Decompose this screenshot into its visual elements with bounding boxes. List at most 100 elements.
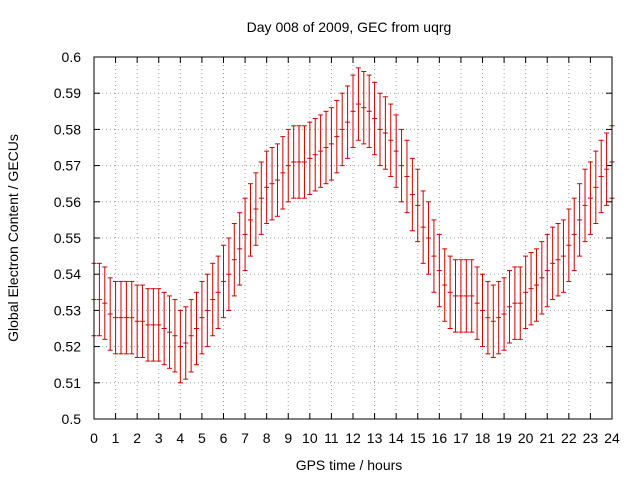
x-tick-labels: 0 1 2 3 4 5 6 7 8 9 10 11 12 13 14 15 16 17 18 19 20 21 22 23 24 — [90, 430, 620, 446]
error-bar-point — [269, 147, 275, 221]
error-bar-point — [188, 299, 194, 373]
error-bar-point — [533, 248, 539, 322]
y-tick-label: 0.58 — [54, 121, 81, 137]
error-bar-point — [512, 266, 518, 340]
error-bar-point — [285, 128, 291, 203]
x-tick-label: 24 — [604, 430, 620, 446]
x-tick-label: 15 — [410, 430, 426, 446]
error-bar-point — [280, 136, 286, 210]
x-tick-label: 14 — [388, 430, 404, 446]
error-bar-point — [113, 280, 119, 355]
x-tick-label: 21 — [539, 430, 555, 446]
error-bar-point — [544, 233, 550, 308]
error-bar-point — [587, 161, 593, 235]
error-bar-point — [399, 128, 405, 203]
y-tick-label: 0.54 — [54, 266, 81, 282]
y-tick-label: 0.55 — [54, 230, 81, 246]
error-bar-point — [334, 99, 340, 174]
error-bar-point — [550, 226, 556, 301]
error-bar-point — [339, 92, 345, 167]
error-bar-point — [393, 114, 399, 188]
error-bar-point — [404, 139, 410, 214]
error-bar-point — [415, 168, 421, 243]
y-tick-label: 0.52 — [54, 339, 81, 355]
error-bar-point — [382, 96, 388, 170]
data-series — [91, 67, 615, 384]
error-bar-point — [226, 237, 232, 311]
error-bar-point — [264, 150, 270, 225]
error-bar-point — [426, 201, 432, 275]
error-bar-point — [350, 74, 356, 148]
error-bar-point — [167, 295, 173, 369]
error-bar-point — [323, 110, 329, 185]
error-bar-point — [301, 125, 307, 199]
error-bar-point — [291, 125, 297, 199]
x-axis-label: GPS time / hours — [296, 457, 403, 473]
error-bar-point — [442, 248, 448, 322]
error-bar-point — [501, 277, 507, 351]
error-bar-point — [528, 251, 534, 326]
error-bar-point — [523, 255, 529, 329]
error-bar-point — [296, 125, 302, 199]
error-bar-point — [436, 233, 442, 308]
error-bar-point — [172, 299, 178, 373]
error-bar-point — [134, 284, 140, 358]
error-bar-point — [577, 183, 583, 257]
error-bar-point — [253, 172, 259, 246]
error-bar-point — [123, 280, 129, 355]
error-bar-point — [129, 280, 135, 355]
y-tick-labels: 0.5 0.51 0.52 0.53 0.54 0.55 0.56 0.57 0.58 0.59 0… — [54, 49, 81, 427]
x-tick-label: 2 — [133, 430, 141, 446]
chart-title: Day 008 of 2009, GEC from uqrg — [247, 19, 452, 35]
error-bar-point — [539, 241, 545, 315]
x-tick-label: 9 — [284, 430, 292, 446]
plot-frame — [93, 56, 613, 420]
error-bar-point — [517, 266, 523, 340]
x-tick-label: 5 — [198, 430, 206, 446]
error-bar-point — [355, 67, 361, 141]
error-bar-point — [560, 219, 566, 293]
error-bar-point — [490, 284, 496, 358]
error-bar-point — [328, 107, 334, 181]
error-bar-point — [496, 280, 502, 355]
x-tick-label: 11 — [324, 430, 339, 446]
y-tick-label: 0.51 — [54, 375, 81, 391]
x-tick-label: 8 — [263, 430, 271, 446]
x-tick-label: 17 — [453, 430, 469, 446]
x-tick-label: 23 — [583, 430, 599, 446]
error-bar-point — [361, 70, 367, 145]
x-tick-label: 16 — [432, 430, 448, 446]
error-bar-point — [453, 259, 459, 333]
x-tick-label: 20 — [518, 430, 534, 446]
error-bar-point — [150, 288, 156, 362]
y-tick-label: 0.6 — [62, 49, 82, 65]
error-bar-point — [307, 121, 313, 196]
y-axis-label: Global Electron Content / GECUs — [5, 134, 21, 342]
error-bar-point — [420, 190, 426, 264]
error-bar-point — [469, 259, 475, 333]
error-bar-point — [231, 223, 237, 297]
error-bar-point — [221, 244, 226, 319]
error-bar-point — [247, 183, 253, 257]
x-tick-label: 0 — [90, 430, 98, 446]
x-tick-label: 12 — [345, 430, 361, 446]
x-tick-label: 13 — [367, 430, 383, 446]
error-bar-point — [604, 132, 610, 206]
x-tick-label: 19 — [496, 430, 512, 446]
y-tick-label: 0.57 — [54, 158, 81, 174]
error-bar-point — [215, 255, 221, 329]
x-tick-label: 1 — [112, 430, 120, 446]
error-bar-point — [506, 270, 512, 344]
error-bar-point — [118, 280, 124, 355]
x-tick-label: 6 — [220, 430, 228, 446]
error-bar-point — [194, 291, 200, 366]
error-bar-point — [183, 306, 189, 380]
x-tick-label: 18 — [475, 430, 491, 446]
error-bar-point — [366, 74, 372, 148]
error-bar-point — [177, 309, 183, 384]
error-bar-point — [571, 197, 577, 272]
error-bar-point — [431, 219, 437, 293]
error-bar-point — [593, 150, 599, 225]
error-bar-point — [242, 197, 248, 272]
